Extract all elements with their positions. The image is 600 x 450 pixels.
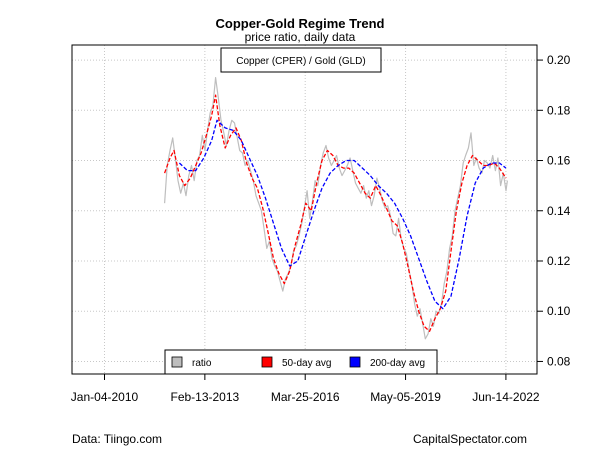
legend-label: 200-day avg (370, 358, 425, 369)
legend-swatch (349, 356, 361, 368)
x-tick-label: Mar-25-2016 (271, 390, 340, 404)
y-tick-label: 0.10 (547, 304, 571, 318)
footer-credit: CapitalSpectator.com (413, 432, 527, 446)
series-label-box: Copper (CPER) / Gold (GLD) (220, 47, 382, 73)
legend-label: ratio (192, 358, 212, 369)
y-tick-label: 0.18 (547, 103, 571, 117)
legend-item: 50-day avg (261, 356, 331, 369)
legend-swatch (171, 356, 183, 368)
x-tick-label: Feb-13-2013 (170, 390, 239, 404)
x-tick-label: Jun-14-2022 (472, 390, 540, 404)
x-tick-label: Jan-04-2010 (71, 390, 139, 404)
y-tick-label: 0.20 (547, 53, 571, 67)
series-label: Copper (CPER) / Gold (GLD) (236, 56, 365, 67)
y-tick-label: 0.12 (547, 254, 571, 268)
footer-source: Data: Tiingo.com (72, 432, 162, 446)
series-line-50-day-avg (163, 94, 507, 332)
series-line-ratio (164, 76, 508, 340)
axes: Jan-04-2010 Feb-13-2013 Mar-25-2016 May-05-… (71, 53, 571, 404)
x-tick-label: May-05-2019 (370, 390, 441, 404)
legend-box (164, 349, 438, 375)
series-line-200-day-avg (178, 119, 507, 310)
y-tick-label: 0.16 (547, 154, 571, 168)
series-label-frame (220, 47, 382, 73)
legend-item: ratio (171, 356, 212, 369)
chart-title: Copper-Gold Regime Trend (215, 16, 384, 31)
legend-swatch (261, 356, 273, 368)
legend-item: 200-day avg (349, 356, 425, 369)
y-tick-label: 0.08 (547, 354, 571, 368)
grid-lines (72, 45, 537, 374)
legend: ratio 50-day avg 200-day avg (164, 349, 438, 375)
series-layer (163, 76, 508, 340)
chart-subtitle: price ratio, daily data (245, 30, 356, 44)
y-tick-label: 0.14 (547, 204, 571, 218)
legend-label: 50-day avg (282, 358, 331, 369)
